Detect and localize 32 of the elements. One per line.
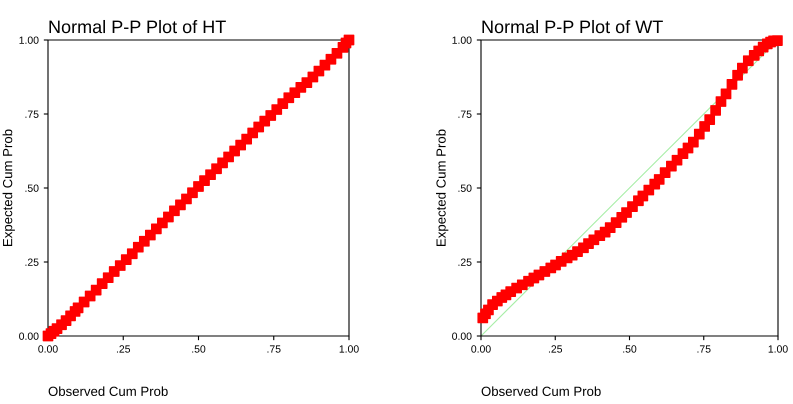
x-tick-label: 1.00 <box>340 345 359 353</box>
chart-title: Normal P-P Plot of WT <box>482 20 663 34</box>
y-tick-label: .50 <box>25 184 39 192</box>
x-tick-label: 0.00 <box>471 345 491 353</box>
point <box>344 34 354 46</box>
x-tick-label: .25 <box>548 345 562 353</box>
x-tick-label: .75 <box>267 345 281 353</box>
x-tick-label: .75 <box>697 345 711 353</box>
y-axis-title: Expected Cum Prob <box>436 130 448 246</box>
y-tick-label: .25 <box>458 258 472 266</box>
y-tick-label: .25 <box>25 258 39 266</box>
x-axis-title: Observed Cum Prob <box>482 386 601 396</box>
y-tick-label: 0.00 <box>452 332 472 340</box>
y-tick-label: .75 <box>458 110 472 118</box>
x-tick-label: 0.00 <box>38 345 58 353</box>
x-tick-label: .25 <box>116 345 130 353</box>
y-tick-label: 0.00 <box>19 332 39 340</box>
chart-title: Normal P-P Plot of HT <box>49 20 226 34</box>
x-tick-label: .50 <box>192 345 206 353</box>
point <box>726 79 738 90</box>
point <box>772 35 783 46</box>
y-tick-label: 1.00 <box>452 36 472 44</box>
point <box>720 88 732 100</box>
y-tick-label: .50 <box>458 184 472 192</box>
x-tick-label: 1.00 <box>768 345 788 353</box>
y-axis-title: Expected Cum Prob <box>2 130 15 246</box>
point <box>710 105 721 116</box>
y-tick-label: .75 <box>25 110 39 118</box>
x-axis-title: Observed Cum Prob <box>48 386 168 396</box>
x-tick-label: .50 <box>623 345 636 353</box>
point <box>704 114 716 125</box>
y-tick-label: 1.00 <box>19 36 39 44</box>
